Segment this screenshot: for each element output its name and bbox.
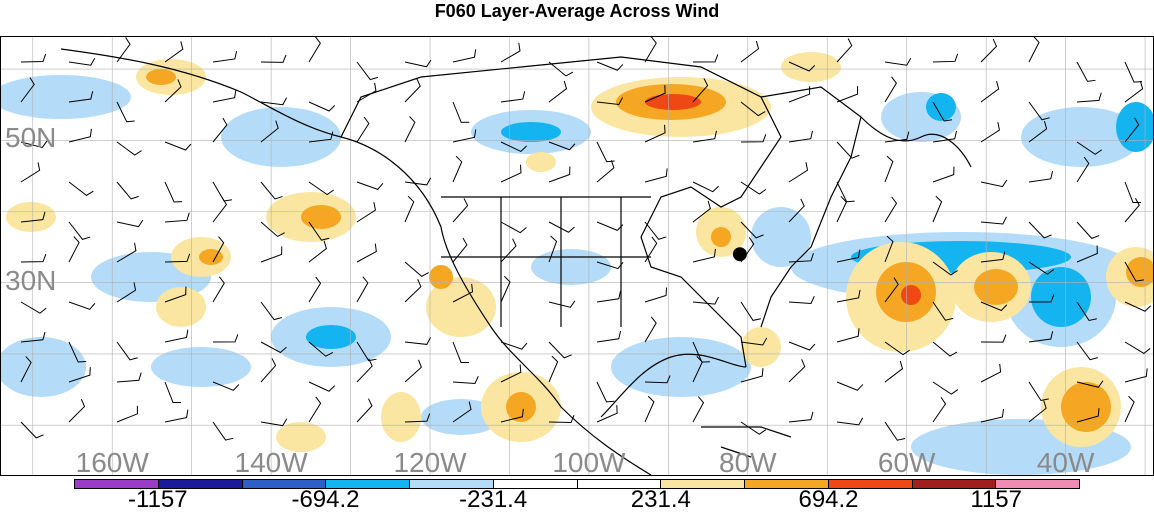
graticule xyxy=(1,37,1153,475)
map-canvas[interactable] xyxy=(1,37,1153,475)
colorbar-label: -1157 xyxy=(128,486,188,513)
station-marker[interactable] xyxy=(732,247,747,262)
lon-label: 80W xyxy=(719,447,777,476)
colorbar-segment xyxy=(493,480,578,488)
colorbar-segment xyxy=(745,480,829,488)
lon-label: 60W xyxy=(877,447,936,476)
shading-layer xyxy=(1,52,1153,475)
colorbar-label: 231.4 xyxy=(630,486,691,513)
colorbar-segment xyxy=(996,480,1079,488)
colorbar-label: -231.4 xyxy=(459,486,528,513)
lon-label: 160W xyxy=(75,447,149,476)
lon-label: 120W xyxy=(393,447,467,476)
wind-barbs xyxy=(20,37,1152,441)
colorbar-label: -694.2 xyxy=(291,486,360,513)
map-panel[interactable]: 50N 30N 160W 140W 120W 100W 80W 60W 40W xyxy=(0,36,1154,476)
colorbar-segment xyxy=(577,480,662,488)
lon-label: 140W xyxy=(234,447,308,476)
colorbar-label: 694.2 xyxy=(798,486,859,513)
colorbar-segment xyxy=(410,480,494,488)
colorbar-segment xyxy=(158,480,243,488)
map-title: F060 Layer-Average Across Wind xyxy=(434,1,720,21)
colorbar xyxy=(74,479,1080,489)
lat-label: 50N xyxy=(5,122,57,154)
lon-label: 40W xyxy=(1036,447,1095,476)
colorbar-label: 1157 xyxy=(970,486,1022,513)
colorbar-segment xyxy=(326,480,410,488)
colorbar-segment xyxy=(828,480,913,488)
colorbar-segment xyxy=(242,480,327,488)
colorbar-segment xyxy=(75,480,159,488)
lat-label: 30N xyxy=(5,264,57,296)
lon-label: 100W xyxy=(552,447,626,476)
colorbar-segment xyxy=(912,480,997,488)
colorbar-segment xyxy=(661,480,745,488)
